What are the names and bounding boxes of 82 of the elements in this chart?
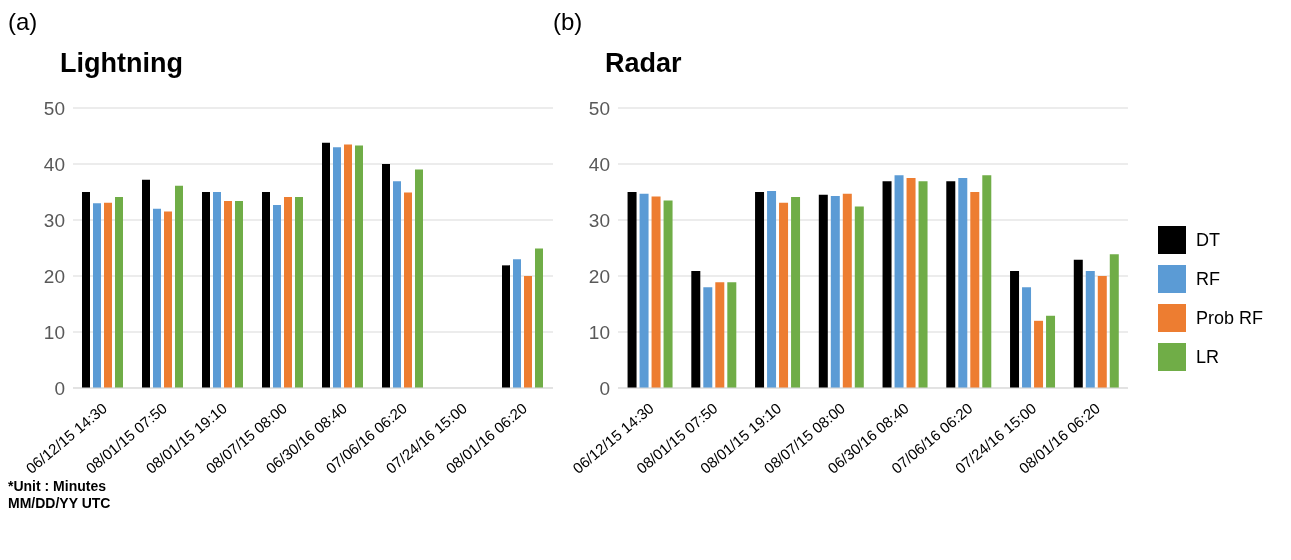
bar: [639, 193, 649, 388]
bar: [404, 192, 412, 388]
bar: [235, 200, 243, 388]
bar: [779, 202, 789, 388]
bar: [854, 206, 864, 388]
bar: [333, 147, 341, 388]
bar: [1097, 276, 1107, 388]
bar: [284, 197, 292, 388]
bar: [415, 169, 423, 388]
y-tick-label: 0: [54, 377, 65, 399]
bar: [830, 195, 840, 388]
bar: [142, 179, 150, 388]
y-tick-label: 0: [599, 377, 610, 399]
bar: [651, 196, 661, 388]
bar: [958, 178, 968, 388]
bar: [502, 265, 510, 388]
bar: [970, 192, 980, 388]
bar: [104, 202, 112, 388]
bar: [535, 248, 543, 388]
bar: [153, 208, 161, 388]
y-tick-label: 40: [588, 153, 610, 175]
bar: [703, 287, 713, 388]
bar: [767, 190, 777, 388]
y-tick-label: 50: [43, 97, 65, 119]
y-tick-label: 20: [588, 265, 610, 287]
bar: [842, 193, 852, 388]
bar: [524, 276, 532, 388]
chart-title: Lightning: [59, 48, 184, 80]
bar: [382, 164, 390, 388]
bar: [262, 192, 270, 388]
legend-label: DT: [1195, 228, 1220, 252]
bar: [691, 270, 701, 388]
bar: [273, 204, 281, 388]
y-tick-label: 20: [43, 265, 65, 287]
bar: [355, 145, 363, 388]
bar: [791, 197, 801, 388]
bar: [164, 211, 172, 388]
legend-label: RF: [1195, 267, 1220, 291]
bar: [946, 181, 956, 388]
bar: [295, 197, 303, 388]
bar: [982, 175, 992, 388]
bar: [213, 192, 221, 388]
bar: [906, 178, 916, 388]
y-tick-label: 10: [43, 321, 65, 343]
y-tick-label: 40: [43, 153, 65, 175]
bar: [1109, 254, 1119, 388]
y-tick-label: 50: [588, 97, 610, 119]
bar: [82, 192, 90, 388]
bar: [663, 200, 673, 388]
text: (a): [8, 8, 39, 37]
text: (b): [553, 8, 584, 37]
bar: [1022, 287, 1032, 388]
bar: [1046, 315, 1056, 388]
bar: [344, 144, 352, 388]
y-tick-label: 30: [588, 209, 610, 231]
y-tick-label: 10: [588, 321, 610, 343]
bar: [224, 200, 232, 388]
bar: [115, 197, 123, 388]
bar: [1073, 259, 1083, 388]
bar: [755, 192, 765, 388]
bar: [727, 282, 737, 388]
bar: [894, 175, 904, 388]
bar: [818, 194, 828, 388]
bar: [627, 192, 637, 388]
legend-label: Prob RF: [1195, 306, 1263, 330]
bar: [882, 181, 892, 388]
chart-title: Radar: [604, 48, 683, 80]
legend-label: LR: [1195, 345, 1219, 369]
bar: [513, 259, 521, 388]
bar: [93, 203, 101, 388]
bar: [175, 185, 183, 388]
bar: [393, 181, 401, 388]
bar: [1085, 270, 1095, 388]
bar: [1034, 320, 1044, 388]
bar: [1010, 270, 1020, 388]
bar: [202, 192, 210, 388]
bar: [715, 282, 725, 388]
bar: [322, 142, 330, 388]
text: *Unit : Minutes: [8, 478, 107, 495]
y-tick-label: 30: [43, 209, 65, 231]
text: MM/DD/YY UTC: [8, 495, 112, 512]
bar: [918, 181, 928, 388]
